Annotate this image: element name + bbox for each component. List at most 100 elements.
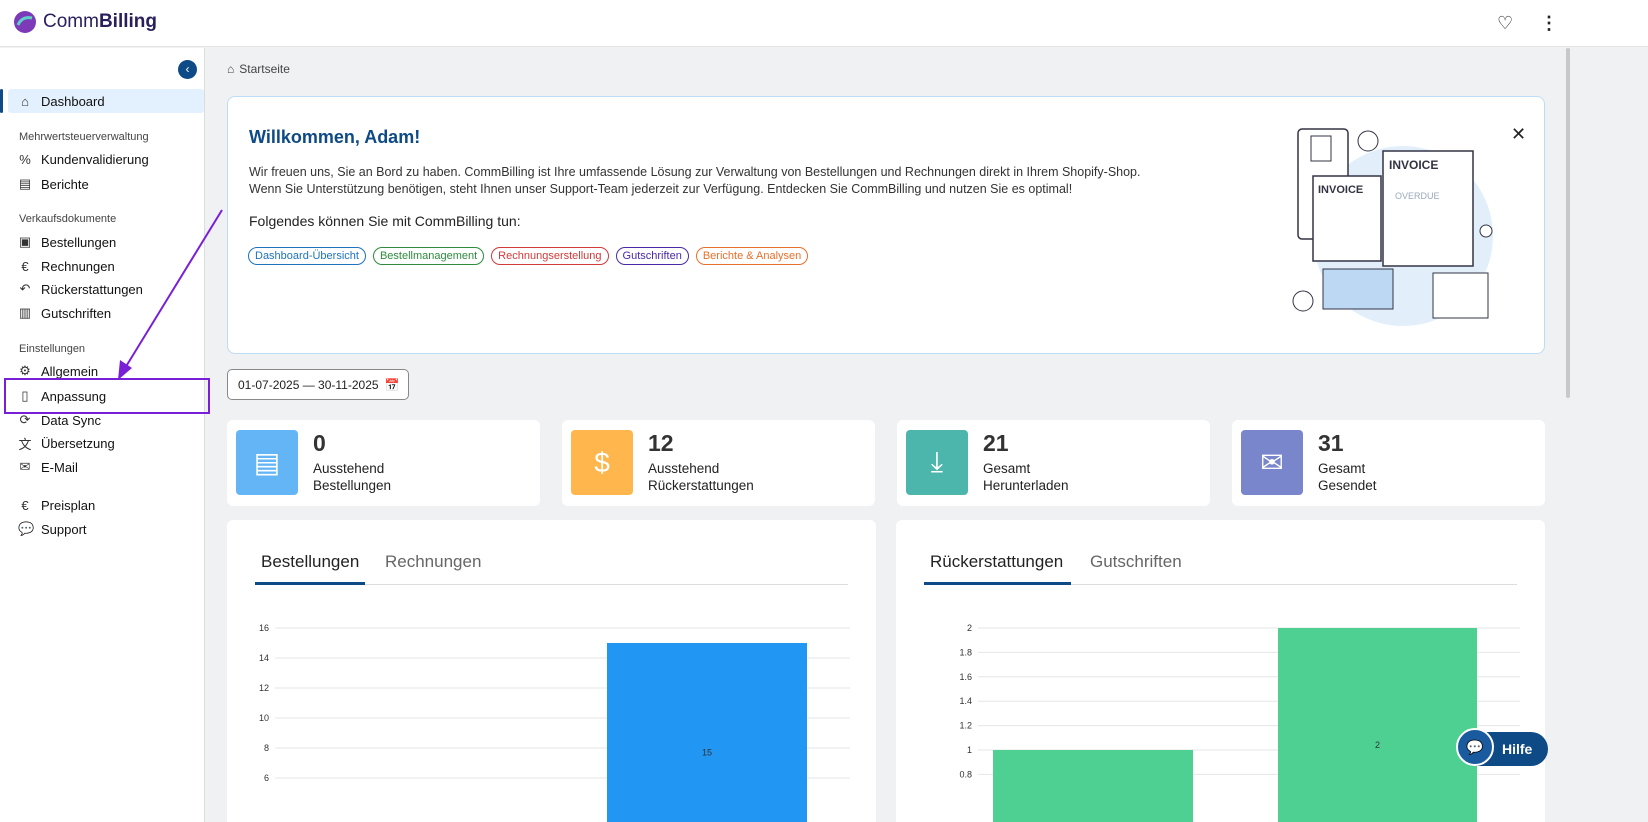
y-tick-label: 0.8 [959, 769, 972, 779]
sidebar-item-label: Allgemein [41, 363, 99, 379]
y-tick-label: 16 [259, 623, 269, 633]
sidebar-item-gutschriften[interactable]: ▥ Gutschriften [18, 303, 111, 323]
customize-file-icon: ▯ [21, 388, 29, 403]
sidebar-item-label: Kundenvalidierung [41, 151, 149, 167]
logo-text-bold: Billing [98, 11, 158, 32]
bar [1278, 628, 1477, 822]
stat-label: Gesamt Herunterladen [983, 460, 1069, 494]
chat-icon: 💬 [1456, 728, 1494, 766]
active-indicator [0, 89, 3, 113]
mail-check-icon: ✉ [1241, 430, 1303, 495]
sidebar-item-label: Data Sync [41, 412, 101, 428]
sidebar-item-label: Support [41, 521, 87, 537]
tab-bestellungen[interactable]: Bestellungen [261, 552, 360, 571]
active-tab-indicator [255, 582, 365, 585]
feature-chip[interactable]: Bestellmanagement [372, 247, 485, 265]
sidebar-item-label: Anpassung [41, 388, 107, 404]
stat-label-line: Ausstehend [648, 461, 720, 476]
sidebar-item-label: E-Mail [41, 459, 78, 475]
welcome-card: Willkommen, Adam! Wir freuen uns, Sie an… [227, 96, 1545, 354]
y-tick-label: 14 [259, 653, 269, 663]
sidebar-item-label: Bestellungen [41, 234, 117, 250]
breadcrumb[interactable]: ⌂ Startseite [227, 62, 290, 76]
sidebar-item-support[interactable]: 💬 Support [18, 519, 87, 539]
section-label: Verkaufsdokumente [19, 213, 117, 225]
page-scrollbar[interactable] [1566, 48, 1570, 398]
collapse-sidebar-button[interactable]: ‹ [178, 60, 197, 79]
feature-chip[interactable]: Gutschriften [615, 247, 689, 265]
sidebar-item-label: Rückerstattungen [41, 281, 143, 297]
calendar-icon[interactable]: 📅 [384, 377, 400, 392]
stat-label-line: Bestellungen [313, 478, 392, 493]
close-icon[interactable]: ✕ [1511, 124, 1527, 144]
feature-chips: Dashboard-Übersicht Bestellmanagement Rech… [248, 247, 809, 265]
section-label: Mehrwertsteuerverwaltung [19, 131, 149, 143]
home-icon: ⌂ [21, 93, 29, 109]
sidebar-item-data-sync[interactable]: ⟳ Data Sync [18, 410, 101, 430]
sidebar-item-rechnungen[interactable]: € Rechnungen [18, 256, 115, 276]
gear-icon: ⚙ [19, 363, 31, 378]
more-vertical-icon[interactable]: ⋮ [1540, 13, 1558, 33]
welcome-title: Willkommen, Adam! [249, 127, 421, 147]
welcome-text: Wir freuen uns, Sie an Bord zu haben. Co… [249, 164, 1209, 198]
stat-label-line: Ausstehend [313, 461, 385, 476]
orders-bar-chart: 16 14 12 10 8 6 15 [259, 623, 850, 822]
logo-icon [14, 11, 36, 33]
date-range-value: 01-07-2025 — 30-11-2025 [238, 377, 379, 392]
section-label: Einstellungen [19, 343, 86, 355]
stat-label-line: Gesamt [983, 461, 1031, 476]
home-icon: ⌂ [227, 62, 235, 76]
sidebar-item-allgemein[interactable]: ⚙ Allgemein [18, 361, 98, 381]
sidebar-item-label: Berichte [41, 176, 89, 192]
sidebar-item-email[interactable]: ✉ E-Mail [18, 457, 78, 477]
welcome-subtitle: Folgendes können Sie mit CommBilling tun… [249, 213, 521, 229]
y-tick-label: 1.2 [959, 721, 972, 731]
feature-chip[interactable]: Berichte & Analysen [695, 247, 809, 265]
annotation-arrow [118, 209, 223, 380]
illustration-text: OVERDUE [1395, 191, 1440, 201]
sidebar-item-preisplan[interactable]: € Preisplan [18, 495, 95, 515]
chart-tabs: Rückerstattungen Gutschriften [924, 542, 1517, 585]
stat-label: Ausstehend Bestellungen [313, 460, 391, 494]
sidebar-item-label: Rechnungen [41, 258, 115, 274]
date-range-picker[interactable]: 01-07-2025 — 30-11-2025 📅 [227, 369, 409, 400]
y-tick-label: 6 [264, 773, 269, 783]
sidebar-item-rueckerstattungen[interactable]: ↶ Rückerstattungen [18, 279, 143, 299]
sidebar-item-dashboard[interactable]: ⌂ Dashboard [8, 89, 204, 113]
stat-label: Ausstehend Rückerstattungen [648, 460, 754, 494]
sidebar-item-label: Dashboard [41, 93, 105, 109]
sidebar-item-berichte[interactable]: ▤ Berichte [18, 174, 89, 194]
euro-icon: € [21, 497, 29, 513]
breadcrumb-item: Startseite [239, 62, 290, 76]
sidebar-item-label: Gutschriften [41, 305, 112, 321]
invoice-illustration: INVOICE INVOICE OVERDUE [1292, 128, 1493, 326]
document-icon: ▤ [18, 176, 32, 191]
tab-rueckerstattungen[interactable]: Rückerstattungen [930, 552, 1064, 571]
chat-icon: 💬 [18, 521, 35, 536]
tab-rechnungen[interactable]: Rechnungen [385, 552, 482, 571]
orders-invoices-chart-card: Bestellungen Rechnungen 16 14 12 10 8 6 15 [227, 520, 876, 822]
heart-icon[interactable]: ♡ [1497, 13, 1514, 33]
inbox-icon: ▣ [18, 234, 32, 249]
stat-label-line: Gesamt [1318, 461, 1366, 476]
stat-label-line: Rückerstattungen [648, 478, 754, 493]
feature-chip[interactable]: Rechnungserstellung [491, 247, 609, 265]
sidebar-item-kundenvalidierung[interactable]: % Kundenvalidierung [18, 149, 149, 169]
sidebar-item-label: Übersetzung [41, 435, 115, 451]
y-tick-label: 8 [264, 743, 269, 753]
sidebar-item-uebersetzung[interactable]: 文 Übersetzung [18, 433, 115, 453]
stat-card: ✉ 31 Gesamt Gesendet [1232, 420, 1545, 506]
percent-icon: % [19, 151, 31, 167]
help-button[interactable]: 💬 Hilfe [1456, 728, 1548, 766]
translate-icon: 文 [18, 436, 32, 452]
tab-gutschriften[interactable]: Gutschriften [1090, 552, 1182, 571]
stat-card: $12 Ausstehend Rückerstattungen [562, 420, 875, 506]
stat-value: 31 [1318, 430, 1344, 456]
sidebar-item-bestellungen[interactable]: ▣ Bestellungen [18, 232, 116, 252]
dollar-bill-icon: $ [571, 430, 633, 495]
app-logo[interactable]: CommBilling [13, 10, 157, 34]
sidebar-item-anpassung[interactable]: ▯ Anpassung [18, 386, 106, 406]
bar [607, 643, 807, 822]
mail-icon: ✉ [19, 459, 31, 474]
feature-chip[interactable]: Dashboard-Übersicht [248, 247, 366, 265]
